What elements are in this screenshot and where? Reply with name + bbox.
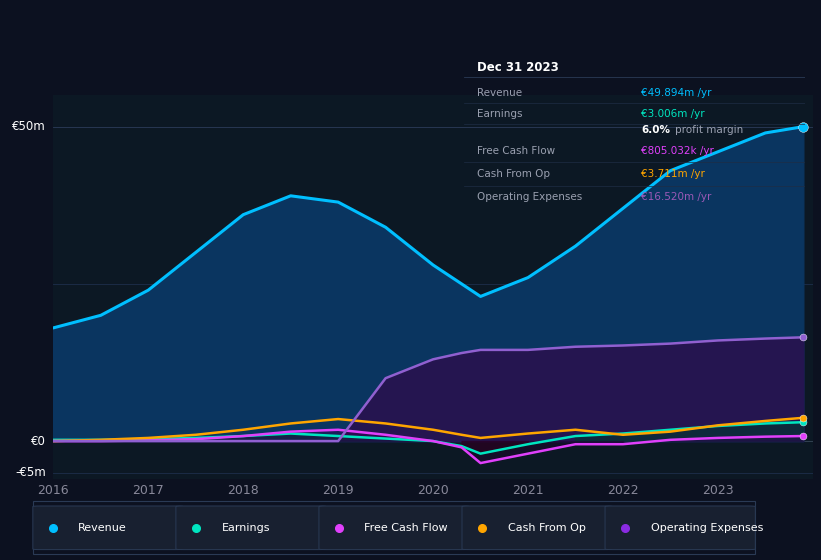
FancyBboxPatch shape	[176, 506, 326, 549]
Text: €16.520m /yr: €16.520m /yr	[641, 192, 712, 202]
Text: Cash From Op: Cash From Op	[507, 523, 585, 533]
Text: €50m: €50m	[12, 120, 46, 133]
FancyBboxPatch shape	[33, 506, 183, 549]
Text: Earnings: Earnings	[222, 523, 270, 533]
Text: Cash From Op: Cash From Op	[478, 169, 551, 179]
Text: €49.894m /yr: €49.894m /yr	[641, 88, 712, 98]
Text: €805.032k /yr: €805.032k /yr	[641, 146, 714, 156]
Text: -€5m: -€5m	[15, 466, 46, 479]
Text: Free Cash Flow: Free Cash Flow	[478, 146, 556, 156]
Text: Revenue: Revenue	[478, 88, 523, 98]
Text: profit margin: profit margin	[675, 125, 743, 135]
Text: Dec 31 2023: Dec 31 2023	[478, 61, 559, 74]
Text: 6.0%: 6.0%	[641, 125, 670, 135]
Text: Operating Expenses: Operating Expenses	[650, 523, 763, 533]
Text: Earnings: Earnings	[478, 109, 523, 119]
FancyBboxPatch shape	[462, 506, 612, 549]
Text: €3.006m /yr: €3.006m /yr	[641, 109, 704, 119]
Text: Operating Expenses: Operating Expenses	[478, 192, 583, 202]
Text: €3.711m /yr: €3.711m /yr	[641, 169, 705, 179]
Text: Free Cash Flow: Free Cash Flow	[365, 523, 448, 533]
FancyBboxPatch shape	[319, 506, 470, 549]
FancyBboxPatch shape	[605, 506, 755, 549]
Text: Revenue: Revenue	[78, 523, 127, 533]
Text: €0: €0	[31, 435, 46, 447]
